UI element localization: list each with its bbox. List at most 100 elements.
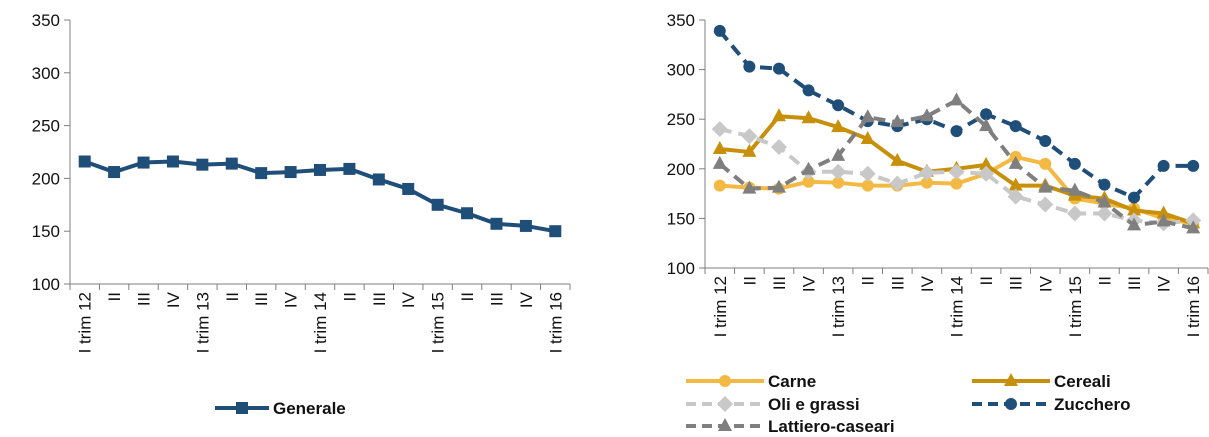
data-point-oli-e-grassi: [889, 175, 906, 192]
x-tick-label: III: [135, 292, 154, 306]
data-point-oli-e-grassi: [830, 163, 847, 180]
data-point-lattiero-caseari: [1097, 194, 1112, 208]
data-point-zucchero: [713, 24, 726, 37]
x-tick-label: III: [252, 292, 271, 306]
data-point-lattiero-caseari: [890, 114, 905, 128]
x-tick-label: I trim 13: [829, 276, 848, 337]
data-point-cereali: [742, 143, 757, 157]
x-tick-label: II: [740, 276, 759, 285]
data-point-carne: [1039, 157, 1052, 170]
data-point-lattiero-caseari: [771, 179, 786, 193]
x-tick-label: I trim 14: [948, 276, 967, 337]
data-point-carne: [950, 177, 963, 190]
data-point-cereali: [1156, 205, 1171, 219]
x-tick-label: I trim 12: [76, 292, 95, 353]
x-tick-label: II: [859, 276, 878, 285]
legend-label: Carne: [768, 372, 816, 391]
data-point-oli-e-grassi: [978, 165, 995, 182]
data-point-generale: [284, 166, 297, 179]
data-point-generale: [166, 155, 179, 168]
data-point-lattiero-caseari: [712, 155, 727, 169]
x-tick-label: III: [770, 276, 789, 290]
data-point-generale: [78, 155, 91, 168]
x-tick-label: II: [458, 292, 477, 301]
legend-swatch-marker: [719, 375, 731, 387]
data-point-zucchero: [802, 84, 815, 97]
data-point-zucchero: [1157, 159, 1170, 172]
data-point-generale: [431, 198, 444, 211]
data-point-generale: [461, 207, 474, 220]
legend-label: Oli e grassi: [768, 395, 860, 414]
data-point-cereali: [979, 156, 994, 170]
y-tick-label: 300: [32, 64, 60, 83]
legend-item-carne: Carne: [686, 372, 816, 391]
data-point-cereali: [801, 110, 816, 124]
data-point-zucchero: [1128, 191, 1141, 204]
data-point-cereali: [831, 119, 846, 133]
y-tick-label: 350: [667, 11, 695, 30]
x-tick-label: IV: [517, 291, 536, 308]
y-tick-label: 200: [667, 160, 695, 179]
x-tick-label: I trim 15: [429, 292, 448, 353]
x-tick-label: IV: [1036, 275, 1055, 292]
data-point-lattiero-caseari: [860, 109, 875, 123]
data-point-zucchero: [980, 108, 993, 121]
data-point-zucchero: [743, 60, 756, 73]
x-tick-label: III: [1007, 276, 1026, 290]
data-point-carne: [861, 179, 874, 192]
data-point-generale: [225, 157, 238, 170]
data-point-generale: [314, 163, 326, 176]
data-point-lattiero-caseari: [919, 108, 934, 122]
y-tick-label: 150: [667, 209, 695, 228]
data-point-zucchero: [772, 62, 785, 75]
legend-swatch-marker: [1004, 373, 1018, 386]
x-tick-label: I trim 13: [193, 292, 212, 353]
x-tick-label: IV: [164, 291, 183, 308]
data-point-generale: [402, 182, 415, 195]
x-tick-label: III: [370, 292, 389, 306]
y-tick-label: 200: [32, 169, 60, 188]
data-point-lattiero-caseari: [979, 118, 994, 132]
data-point-lattiero-caseari: [1038, 179, 1053, 193]
data-point-cereali: [860, 131, 875, 145]
data-point-zucchero: [1068, 157, 1081, 170]
data-point-lattiero-caseari: [1156, 213, 1171, 227]
series-generale: [78, 155, 562, 238]
data-point-lattiero-caseari: [1067, 182, 1082, 196]
data-point-oli-e-grassi: [711, 121, 728, 138]
data-point-cereali: [771, 108, 786, 122]
data-point-generale: [196, 158, 209, 171]
legend-swatch-marker: [1005, 398, 1017, 410]
x-tick-label: II: [105, 292, 124, 301]
data-point-oli-e-grassi: [1007, 188, 1024, 205]
legend-swatch-marker: [717, 396, 733, 412]
x-tick-label: I trim 14: [311, 292, 330, 353]
data-point-zucchero: [1039, 135, 1052, 148]
data-point-generale: [108, 166, 121, 179]
legend-label: Lattiero-caseari: [768, 417, 895, 436]
data-point-lattiero-caseari: [1008, 155, 1023, 169]
y-tick-label: 100: [32, 275, 60, 294]
y-tick-label: 250: [32, 117, 60, 136]
data-point-generale: [549, 225, 562, 238]
data-point-generale: [490, 217, 503, 230]
legend-item-lattiero-caseari: Lattiero-caseari: [686, 417, 895, 436]
data-point-oli-e-grassi: [770, 138, 787, 155]
data-point-lattiero-caseari: [742, 180, 757, 194]
legend-swatch-marker: [718, 418, 732, 431]
legend-label: Zucchero: [1054, 395, 1131, 414]
x-tick-label: III: [888, 276, 907, 290]
data-point-lattiero-caseari: [831, 147, 846, 161]
legend-item-zucchero: Zucchero: [972, 395, 1131, 414]
x-tick-label: IV: [1155, 275, 1174, 292]
data-point-generale: [343, 162, 356, 175]
data-point-zucchero: [832, 99, 845, 112]
data-point-oli-e-grassi: [741, 128, 758, 145]
legend-label: Cereali: [1054, 372, 1111, 391]
data-point-cereali: [1127, 202, 1142, 216]
y-tick-label: 350: [32, 11, 60, 30]
data-point-zucchero: [1009, 120, 1022, 133]
